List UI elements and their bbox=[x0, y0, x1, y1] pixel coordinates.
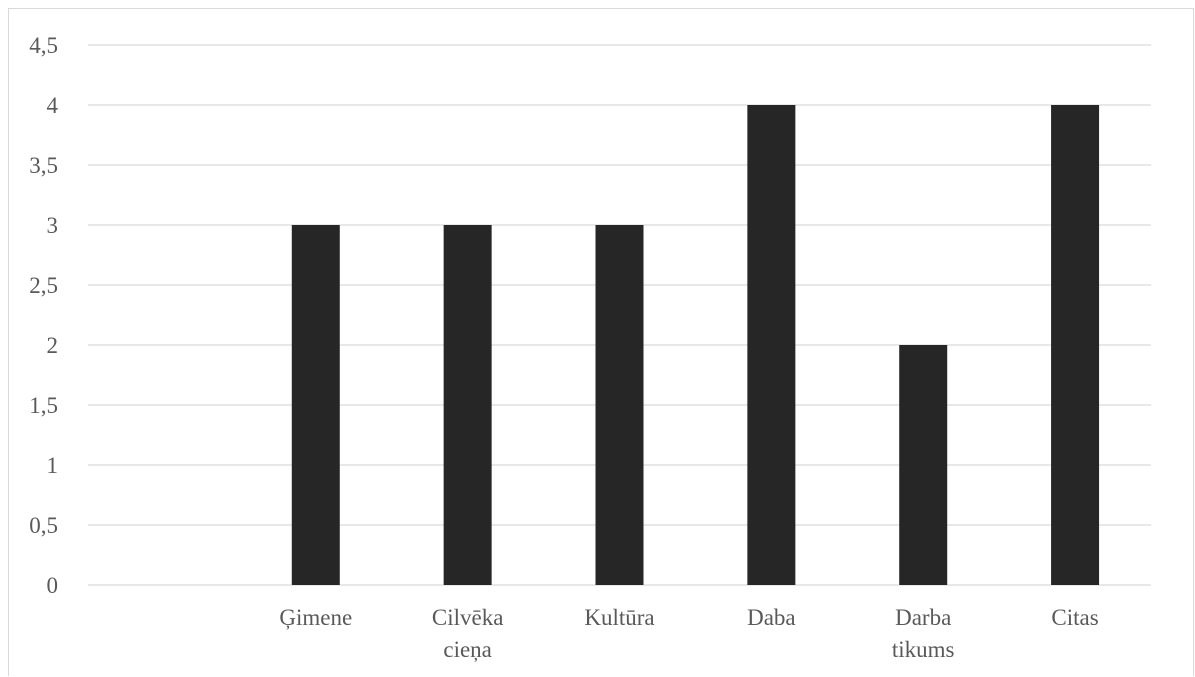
y-tick-label: 2 bbox=[47, 333, 59, 358]
x-category-label: Daba bbox=[747, 605, 796, 630]
bar bbox=[443, 225, 492, 585]
chart-frame bbox=[8, 8, 1194, 676]
x-category-label: Kultūra bbox=[584, 605, 654, 630]
bar bbox=[1051, 105, 1100, 585]
x-category-label: Darba tikums bbox=[892, 605, 955, 662]
bar bbox=[291, 225, 340, 585]
y-tick-label: 4 bbox=[47, 93, 59, 118]
bar bbox=[747, 105, 796, 585]
y-tick-label: 0,5 bbox=[29, 513, 58, 538]
x-axis-categories: Ģimene Cilvēka cieņa Kultūra Daba Darba tikums… bbox=[279, 605, 1098, 663]
y-tick-label: 1,5 bbox=[29, 393, 58, 418]
y-tick-label: 3 bbox=[47, 213, 59, 238]
y-tick-label: 0 bbox=[47, 573, 59, 598]
x-category-label: Citas bbox=[1051, 605, 1098, 630]
y-tick-label: 1 bbox=[47, 453, 59, 478]
y-tick-label: 4,5 bbox=[29, 33, 58, 58]
bar bbox=[899, 345, 948, 585]
x-category-label: Ģimene bbox=[279, 605, 352, 630]
y-axis-ticks: 0 0,5 1 1,5 2 2,5 3 3,5 4 4,5 bbox=[29, 33, 58, 598]
x-category-label: Cilvēka cieņa bbox=[432, 605, 504, 663]
bar-layer bbox=[291, 105, 1100, 585]
y-tick-label: 2,5 bbox=[29, 273, 58, 298]
bar bbox=[595, 225, 644, 585]
y-tick-label: 3,5 bbox=[29, 153, 58, 178]
